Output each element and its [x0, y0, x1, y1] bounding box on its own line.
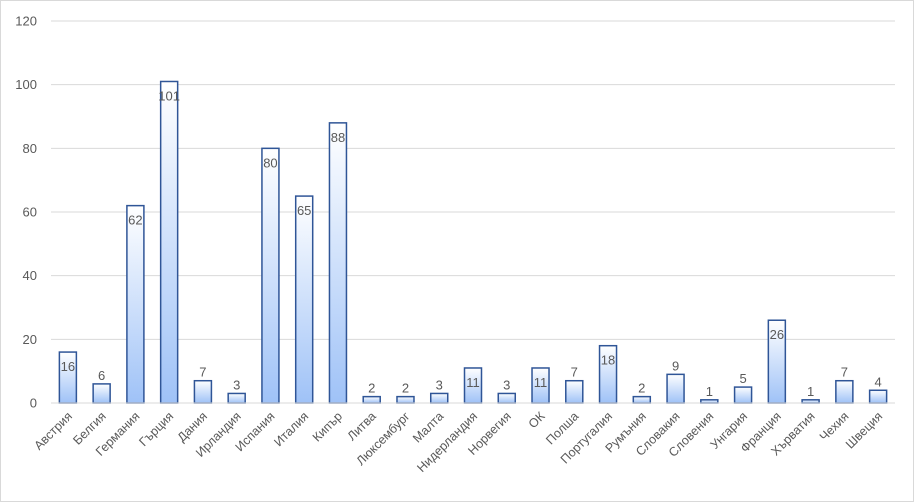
data-label: 4: [875, 374, 882, 389]
data-label: 80: [263, 155, 277, 170]
data-label: 16: [61, 359, 75, 374]
y-axis: 0 20 40 60 80 100 120: [15, 14, 37, 411]
y-tick-label: 80: [23, 141, 37, 156]
y-tick-label: 60: [23, 205, 37, 220]
data-label: 9: [672, 358, 679, 373]
bar: [733, 386, 753, 404]
bar: [261, 147, 280, 404]
data-label: 7: [571, 365, 578, 380]
data-label: 2: [368, 381, 375, 396]
y-tick-label: 0: [30, 396, 37, 411]
bar: [429, 392, 449, 404]
bar: [666, 373, 685, 404]
data-label: 6: [98, 368, 105, 383]
x-tick-label: ОК: [526, 409, 548, 431]
data-label: 5: [739, 371, 746, 386]
data-label: 18: [601, 353, 615, 368]
y-tick-label: 100: [15, 77, 37, 92]
data-label: 3: [503, 377, 510, 392]
y-tick-label: 120: [15, 14, 37, 29]
bar: [126, 204, 145, 404]
data-label: 1: [807, 384, 814, 399]
bars: [58, 80, 888, 404]
bar: [193, 379, 213, 404]
data-label: 65: [297, 203, 311, 218]
bar: [328, 122, 348, 404]
data-label: 101: [158, 88, 180, 103]
y-tick-label: 20: [23, 332, 37, 347]
x-tick-label: Австрия: [31, 409, 75, 453]
data-label: 11: [466, 375, 480, 390]
data-label: 11: [534, 375, 548, 390]
data-label: 1: [706, 384, 713, 399]
bar: [565, 379, 584, 404]
data-label: 3: [233, 377, 240, 392]
data-label: 7: [841, 365, 848, 380]
bar: [294, 195, 314, 404]
data-label: 88: [331, 130, 345, 145]
data-label: 26: [770, 327, 784, 342]
data-label: 7: [199, 365, 206, 380]
gridlines: [51, 20, 895, 404]
bar: [835, 379, 854, 404]
data-label: 2: [402, 381, 409, 396]
x-axis: АвстрияБелгияГерманияГърцияДанияИрландия…: [31, 402, 895, 475]
bar: [227, 392, 246, 404]
bar: [159, 80, 179, 404]
x-tick-label: Кипър: [310, 409, 345, 444]
data-label: 3: [436, 377, 443, 392]
bar: [362, 395, 381, 404]
bar: [632, 395, 652, 404]
bar: [396, 395, 415, 404]
bar: [868, 389, 888, 404]
x-tick-label: Швеция: [843, 409, 885, 451]
y-tick-label: 40: [23, 268, 37, 283]
data-label: 62: [128, 213, 142, 228]
data-label: 2: [638, 381, 645, 396]
bar: [497, 392, 517, 404]
bar: [92, 383, 111, 404]
x-tick-label: Гърция: [136, 409, 176, 449]
x-tick-label: Италия: [271, 409, 311, 449]
